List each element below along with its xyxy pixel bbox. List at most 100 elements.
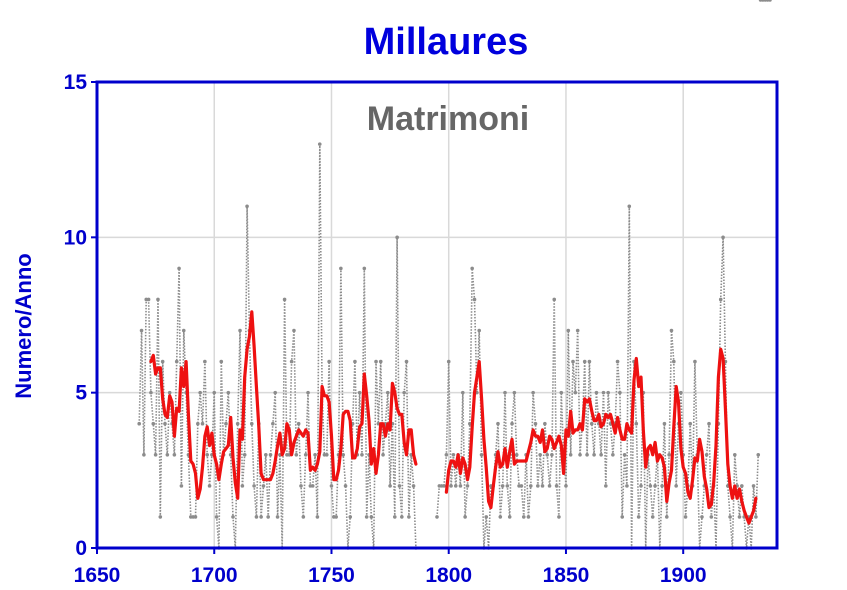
annual-data-point: [625, 484, 629, 488]
annual-data-point: [449, 484, 453, 488]
annual-data-point: [163, 421, 167, 426]
annual-data-point: [503, 390, 507, 395]
annual-data-point: [700, 515, 704, 519]
annual-data-point: [177, 266, 181, 271]
annual-data-point: [446, 359, 451, 364]
annual-data-point: [507, 515, 512, 519]
annual-data-point: [540, 484, 545, 488]
annual-data-point: [334, 515, 338, 519]
annual-data-point: [451, 453, 456, 457]
annual-data-point: [547, 484, 552, 488]
annual-data-point: [571, 359, 575, 364]
annual-data-point: [259, 515, 263, 519]
annual-data-point: [627, 204, 632, 209]
annual-data-point: [360, 453, 364, 457]
annual-data-point: [172, 453, 177, 457]
annual-data-point: [203, 359, 207, 364]
annual-data-point: [559, 390, 564, 395]
annual-data-point: [653, 484, 657, 488]
annual-data-point: [146, 297, 151, 302]
annual-data-point: [500, 484, 505, 488]
annual-data-point: [339, 266, 343, 271]
smoothed-series: [149, 310, 758, 525]
annual-data-point: [751, 484, 756, 488]
annual-data-point: [732, 453, 737, 457]
annual-data-point: [364, 515, 369, 519]
annual-data-point: [594, 390, 599, 395]
annual-data-point: [592, 453, 596, 457]
annual-data-point: [249, 421, 254, 426]
annual-data-point: [442, 484, 446, 488]
annual-data-point: [226, 390, 231, 395]
annual-data-point: [728, 515, 732, 519]
annual-data-point: [718, 297, 723, 302]
annual-data-point: [615, 359, 620, 364]
annual-data-point: [324, 453, 329, 457]
annual-data-point: [512, 390, 517, 395]
annual-data-point: [407, 515, 411, 519]
annual-data-point: [639, 484, 643, 488]
annual-data-point: [435, 515, 439, 519]
annual-data-point: [275, 515, 280, 519]
annual-data-point: [505, 484, 510, 488]
annual-data-point: [620, 515, 625, 519]
annual-data-point: [151, 421, 156, 426]
annual-data-point: [660, 484, 664, 488]
annual-data-point: [254, 515, 259, 519]
annual-data-point: [299, 484, 303, 488]
annual-data-point: [142, 453, 146, 457]
annual-data-point: [214, 515, 219, 519]
annual-data-point: [153, 453, 158, 457]
annual-data-point: [397, 484, 402, 488]
annual-data-point: [458, 484, 463, 488]
annual-data-point: [550, 453, 554, 457]
annual-data-point: [498, 515, 503, 519]
annual-data-point: [669, 328, 674, 333]
y-tick-label: 15: [64, 71, 88, 94]
annual-data-point: [327, 359, 331, 364]
annual-data-point: [343, 484, 348, 488]
annual-data-point: [160, 359, 165, 364]
annual-data-point: [573, 390, 578, 395]
annual-data-point: [139, 328, 144, 333]
annual-data-point: [465, 484, 470, 488]
annual-data-point: [740, 484, 744, 488]
annual-data-point: [385, 390, 390, 395]
annual-data-point: [470, 266, 474, 271]
annual-data-point: [709, 515, 714, 519]
annual-data-point: [526, 515, 531, 519]
annual-data-point: [622, 453, 627, 457]
annual-data-point: [294, 453, 299, 457]
annual-data-point: [768, 0, 772, 2]
annual-data-point: [538, 453, 542, 457]
annual-data-point: [650, 515, 655, 519]
annual-data-point: [381, 453, 385, 457]
annual-data-point: [672, 359, 676, 364]
annual-data-point: [245, 204, 249, 209]
tick-labels: 1650 1700 1750 1800 1850 1900 0 5 10 15: [64, 71, 707, 587]
annual-data-point: [362, 266, 367, 271]
annual-data-point: [479, 453, 484, 457]
y-tick-label: 5: [75, 382, 87, 405]
annual-data-point: [521, 515, 526, 519]
annual-data-point: [235, 421, 240, 426]
annual-data-point: [158, 515, 163, 519]
annual-data-point: [543, 421, 547, 426]
annual-data-point: [306, 390, 310, 395]
annual-data-point: [402, 390, 406, 395]
annual-data-point: [282, 297, 287, 302]
annual-data-point: [514, 453, 519, 457]
annual-data-point: [674, 484, 678, 488]
annual-data-point: [411, 484, 416, 488]
annual-data-point: [545, 453, 550, 457]
annual-data-point: [392, 515, 397, 519]
panel-label: Matrimoni: [367, 100, 529, 138]
annual-data-point: [242, 453, 247, 457]
annual-data-point: [754, 515, 758, 519]
annual-data-point: [519, 484, 524, 488]
annual-data-point: [552, 297, 557, 302]
annual-data-point: [374, 359, 378, 364]
annual-data-point: [568, 453, 573, 457]
